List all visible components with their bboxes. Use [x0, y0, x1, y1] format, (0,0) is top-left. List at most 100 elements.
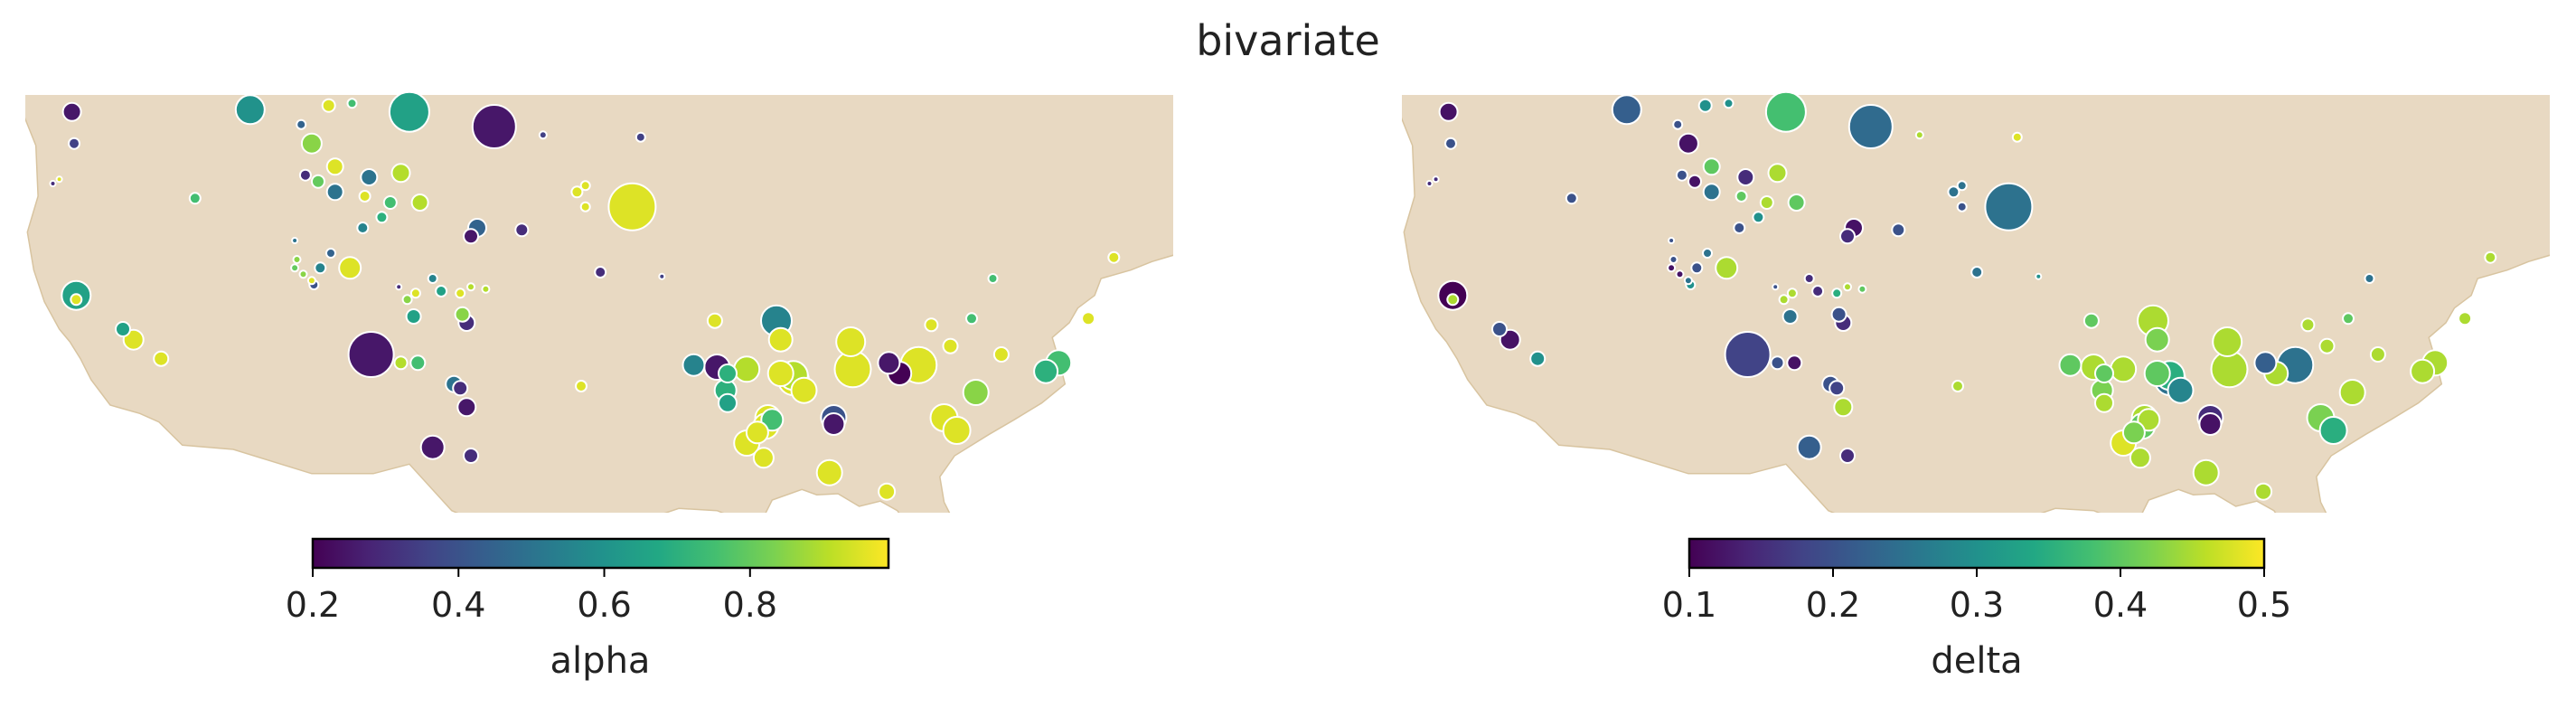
site-marker: [2137, 408, 2161, 432]
site-marker: [68, 137, 80, 150]
site-marker: [1984, 182, 2034, 231]
figure-title: bivariate: [1196, 16, 1380, 65]
site-marker: [2058, 353, 2082, 377]
site-marker: [298, 168, 312, 182]
site-marker: [1787, 194, 1806, 212]
colorbar-tick-label: 0.8: [723, 585, 777, 625]
site-marker: [1446, 293, 1460, 307]
site-marker: [2198, 412, 2223, 436]
site-marker: [1565, 192, 1578, 205]
site-marker: [1891, 222, 1906, 238]
site-marker: [427, 273, 438, 284]
site-marker: [405, 308, 422, 325]
site-marker: [291, 237, 299, 244]
site-marker: [1735, 190, 1748, 203]
map-panel-delta: [1402, 90, 2550, 513]
site-marker: [1702, 157, 1721, 176]
site-marker: [1782, 308, 1799, 325]
site-marker: [188, 192, 202, 205]
site-marker: [463, 228, 479, 245]
site-marker: [1914, 130, 1924, 140]
site-marker: [835, 326, 867, 357]
site-marker: [2342, 312, 2355, 326]
site-marker: [314, 261, 327, 275]
site-marker: [234, 94, 266, 126]
site-marker: [1803, 273, 1815, 284]
site-marker: [1786, 288, 1798, 299]
site-marker: [718, 363, 738, 383]
site-marker: [325, 248, 336, 259]
site-marker: [463, 448, 479, 464]
site-marker: [752, 447, 775, 469]
site-marker: [1767, 163, 1788, 184]
colorbar-label: alpha: [550, 640, 651, 682]
site-marker: [1752, 211, 1765, 224]
site-marker: [2484, 250, 2497, 264]
site-marker: [290, 263, 300, 273]
site-marker: [1690, 261, 1704, 275]
site-marker: [325, 157, 344, 176]
site-marker: [2410, 358, 2436, 384]
site-marker: [70, 293, 83, 307]
site-marker: [435, 285, 448, 297]
site-marker: [992, 346, 1010, 363]
site-marker: [115, 321, 131, 337]
colorbar-tick-label: 0.2: [286, 585, 340, 625]
colorbar-label: delta: [1931, 640, 2022, 682]
site-marker: [1770, 355, 1785, 371]
site-marker: [594, 266, 607, 278]
colorbar-gradient: [311, 537, 890, 570]
site-marker: [1956, 180, 1968, 192]
site-marker: [49, 180, 57, 187]
site-marker: [153, 350, 170, 367]
site-marker: [409, 288, 421, 299]
site-marker: [1697, 98, 1713, 113]
colorbar-tick-label: 0.5: [2237, 585, 2291, 625]
colorbar-tick-label: 0.2: [1806, 585, 1860, 625]
site-marker: [347, 331, 395, 378]
site-marker: [481, 284, 491, 294]
site-marker: [2094, 392, 2114, 413]
site-marker: [1107, 250, 1121, 264]
site-marker: [2192, 458, 2220, 486]
site-marker: [766, 360, 794, 387]
site-marker: [338, 256, 362, 280]
site-marker: [390, 163, 411, 184]
site-marker: [706, 312, 723, 329]
site-marker: [358, 190, 371, 203]
site-marker: [1796, 434, 1822, 460]
site-marker: [1733, 222, 1746, 234]
site-marker: [321, 98, 336, 113]
site-marker: [393, 355, 409, 371]
site-marker: [2167, 376, 2195, 404]
site-marker: [1857, 284, 1867, 294]
site-marker: [2011, 131, 2023, 143]
site-marker: [1444, 137, 1457, 150]
site-marker: [1829, 380, 1846, 397]
site-marker: [733, 355, 761, 383]
site-marker: [409, 354, 427, 372]
site-marker: [346, 98, 358, 109]
site-marker: [1723, 98, 1735, 109]
site-marker: [877, 351, 901, 375]
site-marker: [419, 434, 446, 460]
site-marker: [382, 195, 398, 210]
site-marker: [1970, 266, 1984, 278]
site-marker: [1668, 237, 1676, 244]
site-marker: [1839, 228, 1856, 245]
site-marker: [1683, 276, 1693, 286]
site-marker: [2318, 416, 2348, 445]
site-marker: [965, 312, 978, 326]
colorbar-gradient: [1688, 537, 2266, 570]
site-marker: [456, 397, 477, 418]
site-marker: [718, 392, 738, 413]
site-marker: [1491, 321, 1508, 337]
colorbar-tick-label: 0.4: [2093, 585, 2148, 625]
site-marker: [1675, 269, 1685, 279]
site-marker: [306, 276, 316, 286]
us-land-map: [25, 95, 1173, 513]
site-marker: [1675, 168, 1688, 182]
site-marker: [635, 131, 646, 143]
site-marker: [1778, 294, 1790, 306]
